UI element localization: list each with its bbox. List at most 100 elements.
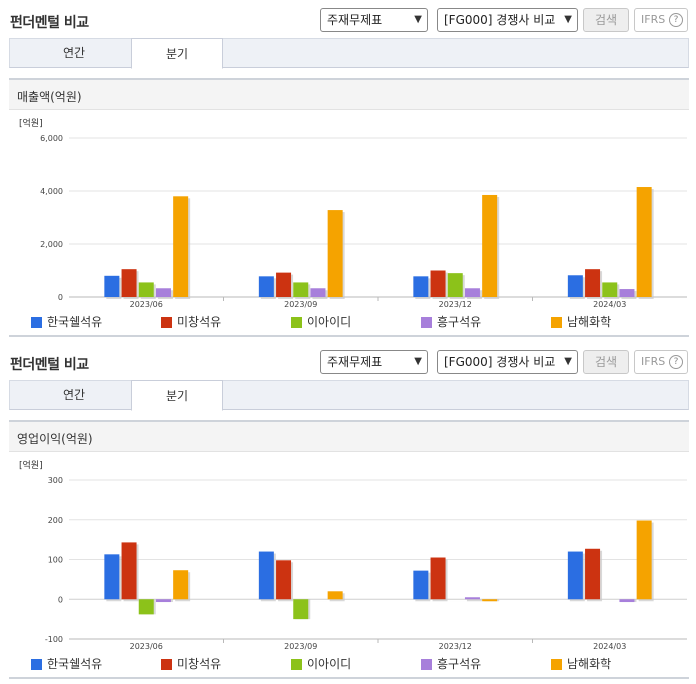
- legend-item[interactable]: 남해화학: [551, 313, 611, 331]
- x-tick-label: 2023/12: [439, 642, 472, 651]
- chevron-down-icon: ▼: [564, 14, 572, 25]
- section-header: 영업이익(억원): [9, 422, 689, 452]
- chart-legend: 한국쉘석유 미창석유 이아이디 흥구석유 남해화학: [9, 310, 689, 336]
- legend-item[interactable]: 흥구석유: [421, 313, 481, 331]
- legend-swatch: [291, 659, 302, 670]
- tab-quarterly[interactable]: 분기: [131, 38, 223, 69]
- tab-annual[interactable]: 연간: [62, 388, 86, 402]
- bar-남해화학-2023/12: [482, 599, 498, 602]
- legend-item[interactable]: 이아이디: [291, 313, 351, 331]
- search-button[interactable]: 검색: [583, 350, 629, 374]
- statement-select[interactable]: 주재무제표 ▼: [320, 8, 428, 32]
- panel-header: 펀더멘털 비교 주재무제표 ▼ [FG000] 경쟁사 비교 ▼ 검색 IFRS…: [0, 342, 696, 380]
- bar-한국쉘석유-2023/12: [413, 276, 429, 297]
- legend-label: 한국쉘석유: [47, 657, 103, 671]
- section-header: 매출액(억원): [9, 80, 689, 110]
- legend-label: 한국쉘석유: [47, 315, 103, 329]
- statement-select-value: 주재무제표: [327, 355, 383, 369]
- legend-label: 흥구석유: [437, 657, 482, 671]
- x-tick-label: 2023/06: [130, 642, 163, 651]
- panel-title: 펀더멘털 비교: [10, 15, 89, 31]
- y-tick-label: 0: [58, 595, 63, 604]
- bar-남해화학-2024/03: [636, 520, 652, 600]
- bar-한국쉘석유-2023/09: [258, 276, 274, 297]
- statement-select-value: 주재무제표: [327, 13, 383, 27]
- bar-미창석유-2024/03: [585, 548, 601, 600]
- section-title: 매출액(억원): [17, 90, 82, 104]
- help-icon: ?: [669, 13, 683, 27]
- bar-남해화학-2024/03: [636, 187, 652, 297]
- chevron-down-icon: ▼: [414, 356, 422, 367]
- legend-swatch: [161, 317, 172, 328]
- bar-흥구석유-2023/09: [310, 288, 326, 297]
- x-tick-label: 2024/03: [593, 642, 626, 651]
- search-button[interactable]: 검색: [583, 8, 629, 32]
- ifrs-button[interactable]: IFRS ?: [634, 8, 688, 32]
- bar-한국쉘석유-2023/09: [258, 551, 274, 600]
- bar-shadow: [466, 599, 482, 602]
- bar-이아이디-2024/03: [602, 282, 618, 297]
- bar-한국쉘석유-2023/12: [413, 570, 429, 600]
- legend-swatch: [551, 317, 562, 328]
- legend-item[interactable]: 이아이디: [291, 655, 351, 673]
- legend-label: 미창석유: [177, 315, 222, 329]
- ifrs-button[interactable]: IFRS ?: [634, 350, 688, 374]
- period-tabs: 연간 분기: [9, 380, 689, 411]
- bar-이아이디-2023/06: [138, 599, 154, 615]
- legend-item[interactable]: 한국쉘석유: [31, 655, 102, 673]
- bar-한국쉘석유-2023/06: [104, 275, 120, 297]
- bar-흥구석유-2023/12: [464, 597, 480, 600]
- x-tick-label: 2023/09: [284, 300, 317, 309]
- compare-select-value: [FG000] 경쟁사 비교: [444, 13, 556, 27]
- legend-item[interactable]: 한국쉘석유: [31, 313, 102, 331]
- bar-남해화학-2023/09: [327, 210, 343, 297]
- legend-swatch: [291, 317, 302, 328]
- y-tick-label: 200: [48, 516, 63, 525]
- legend-item[interactable]: 미창석유: [161, 313, 221, 331]
- x-tick-label: 2024/03: [593, 300, 626, 309]
- bar-남해화학-2023/06: [173, 196, 189, 297]
- legend-swatch: [551, 659, 562, 670]
- bar-한국쉘석유-2023/06: [104, 554, 120, 600]
- bar-미창석유-2023/06: [121, 269, 137, 297]
- y-tick-label: 6,000: [40, 134, 63, 143]
- compare-select[interactable]: [FG000] 경쟁사 비교 ▼: [437, 8, 578, 32]
- legend-label: 남해화학: [567, 657, 612, 671]
- sales-bar-chart: [억원] 0 2,000 4,000 6,000 2023/06 2023/09 2023/1…: [19, 117, 687, 309]
- legend-swatch: [421, 659, 432, 670]
- tab-annual[interactable]: 연간: [62, 46, 86, 60]
- ifrs-label: IFRS: [641, 355, 666, 368]
- bar-이아이디-2023/12: [447, 273, 463, 297]
- bar-미창석유-2023/09: [276, 560, 292, 600]
- legend-swatch: [421, 317, 432, 328]
- bar-흥구석유-2023/12: [464, 288, 480, 297]
- statement-select[interactable]: 주재무제표 ▼: [320, 350, 428, 374]
- y-unit-label: [억원]: [19, 117, 43, 129]
- bar-흥구석유-2024/03: [619, 599, 635, 603]
- legend-item[interactable]: 남해화학: [551, 655, 611, 673]
- legend-item[interactable]: 흥구석유: [421, 655, 481, 673]
- bar-미창석유-2023/06: [121, 542, 137, 600]
- chart-section: 영업이익(억원) [억원] -100 0 100 200 300 2023/06 2023/0…: [9, 420, 689, 679]
- chart-section: 매출액(억원) [억원] 0 2,000 4,000 6,000 2023/06 2023/…: [9, 78, 689, 337]
- fundamental-compare-panel-sales: 펀더멘털 비교 주재무제표 ▼ [FG000] 경쟁사 비교 ▼ 검색 IFRS…: [9, 8, 689, 337]
- legend-swatch: [31, 317, 42, 328]
- y-tick-label: 4,000: [40, 187, 63, 196]
- section-title: 영업이익(억원): [17, 432, 93, 446]
- y-tick-label: 2,000: [40, 240, 63, 249]
- y-tick-label: 100: [48, 556, 63, 565]
- legend-item[interactable]: 미창석유: [161, 655, 221, 673]
- bar-남해화학-2023/12: [482, 194, 498, 297]
- chart-legend: 한국쉘석유 미창석유 이아이디 흥구석유 남해화학: [9, 652, 689, 678]
- x-tick-label: 2023/12: [439, 300, 472, 309]
- chevron-down-icon: ▼: [414, 14, 422, 25]
- legend-swatch: [31, 659, 42, 670]
- compare-select[interactable]: [FG000] 경쟁사 비교 ▼: [437, 350, 578, 374]
- y-tick-label: -100: [45, 635, 63, 644]
- legend-label: 흥구석유: [437, 315, 482, 329]
- tab-quarterly[interactable]: 분기: [131, 380, 223, 411]
- bar-흥구석유-2023/06: [155, 599, 171, 603]
- y-tick-label: 300: [48, 476, 63, 485]
- operating-profit-bar-chart: [억원] -100 0 100 200 300 2023/06 2023/09 2023/12 2…: [19, 459, 687, 651]
- period-tabs: 연간 분기: [9, 38, 689, 69]
